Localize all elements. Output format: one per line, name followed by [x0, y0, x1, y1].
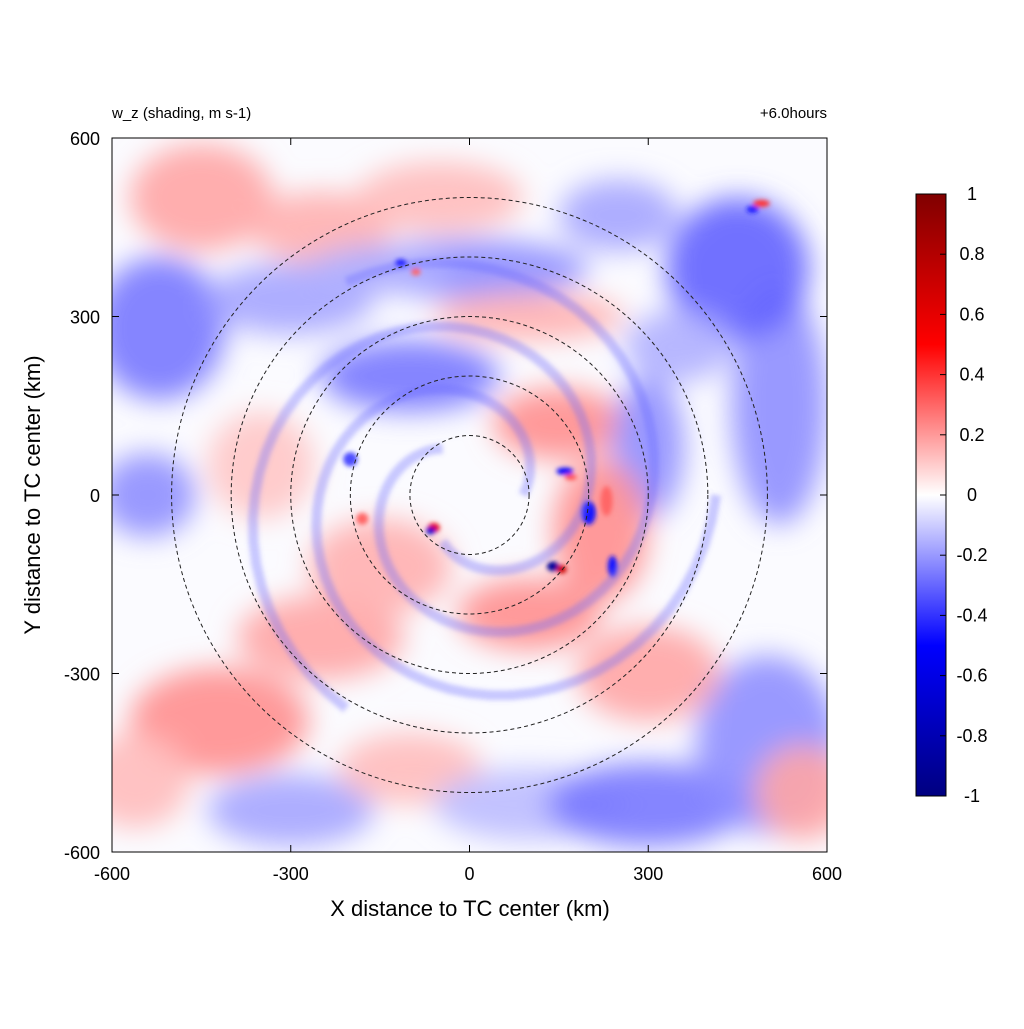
x-axis: -600 -300 0 300 600 [94, 138, 842, 884]
shading-blob [338, 733, 482, 805]
chart-title-right: +6.0hours [760, 105, 827, 122]
convective-cell [356, 512, 369, 525]
colorbar-tick-label: 0.8 [959, 244, 984, 264]
colorbar-tick-label: 0.2 [959, 425, 984, 445]
colorbar-tick-label: 1 [967, 184, 977, 204]
convective-cell [746, 205, 759, 213]
shading-field-fine [247, 199, 770, 713]
y-tick-label: 600 [70, 129, 100, 149]
x-tick-label: 300 [633, 864, 663, 884]
convective-cell [557, 565, 567, 574]
spiral-band [344, 257, 660, 638]
colorbar: -1 -0.8 -0.6 -0.4 -0.2 0 0.2 0.4 0.6 0.8 1 [915, 184, 988, 806]
chart-title-left: w_z (shading, m s-1) [111, 105, 251, 122]
convective-cell [556, 467, 574, 475]
convective-cell [343, 452, 358, 467]
convective-cell [546, 561, 559, 572]
colorbar-tick-label: -0.6 [956, 666, 987, 686]
shading-blob [731, 286, 827, 525]
colorbar-tick-label: 0 [967, 485, 977, 505]
shading-blob [546, 762, 750, 847]
shading-blob [558, 179, 679, 252]
convective-cell [600, 486, 613, 516]
range-rings [171, 197, 768, 793]
shading-blob [755, 744, 827, 841]
x-tick-label: -300 [273, 864, 309, 884]
plot-area [112, 138, 827, 852]
colorbar-tick-label: 0.6 [959, 304, 984, 324]
range-ring [290, 316, 649, 674]
shading-blob [624, 310, 732, 382]
y-axis-label: Y distance to TC center (km) [20, 355, 45, 634]
x-tick-label: 0 [464, 864, 474, 884]
y-axis: -600 -300 0 300 600 [64, 129, 827, 863]
colorbar-tick-label: -0.4 [956, 605, 987, 625]
spiral-band [247, 321, 597, 713]
shading-blob [237, 596, 404, 680]
x-tick-label: -600 [94, 864, 130, 884]
colorbar-ticks: -1 -0.8 -0.6 -0.4 -0.2 0 0.2 0.4 0.6 0.8 1 [940, 184, 988, 806]
convective-cell [564, 474, 577, 481]
range-ring [171, 197, 768, 793]
range-ring [409, 435, 530, 555]
colorbar-tick-label: -1 [964, 786, 980, 806]
range-ring [230, 256, 709, 734]
shading-blob [112, 257, 226, 400]
shading-blob [576, 625, 720, 722]
x-axis-label: X distance to TC center (km) [330, 896, 610, 921]
colorbar-tick-label: -0.8 [956, 726, 987, 746]
colorbar-tick-label: -0.2 [956, 545, 987, 565]
shading-blob [129, 143, 273, 252]
shading-blob [249, 191, 393, 263]
y-tick-label: 0 [90, 486, 100, 506]
shading-blob [356, 161, 524, 234]
convective-cell [411, 268, 421, 276]
shading-blob [308, 518, 452, 615]
convective-cell [753, 199, 770, 208]
convective-cell [426, 527, 436, 535]
colorbar-tick-label: 0.4 [959, 365, 984, 385]
shading-blob [207, 774, 375, 847]
spiral-band [311, 384, 722, 701]
shading-blob [666, 197, 810, 341]
y-tick-label: 300 [70, 308, 100, 328]
shading-blob [112, 733, 190, 829]
range-ring [349, 375, 590, 615]
y-tick-label: -600 [64, 843, 100, 863]
y-tick-label: -300 [64, 665, 100, 685]
shading-blob [112, 453, 196, 537]
x-tick-label: 600 [812, 864, 842, 884]
